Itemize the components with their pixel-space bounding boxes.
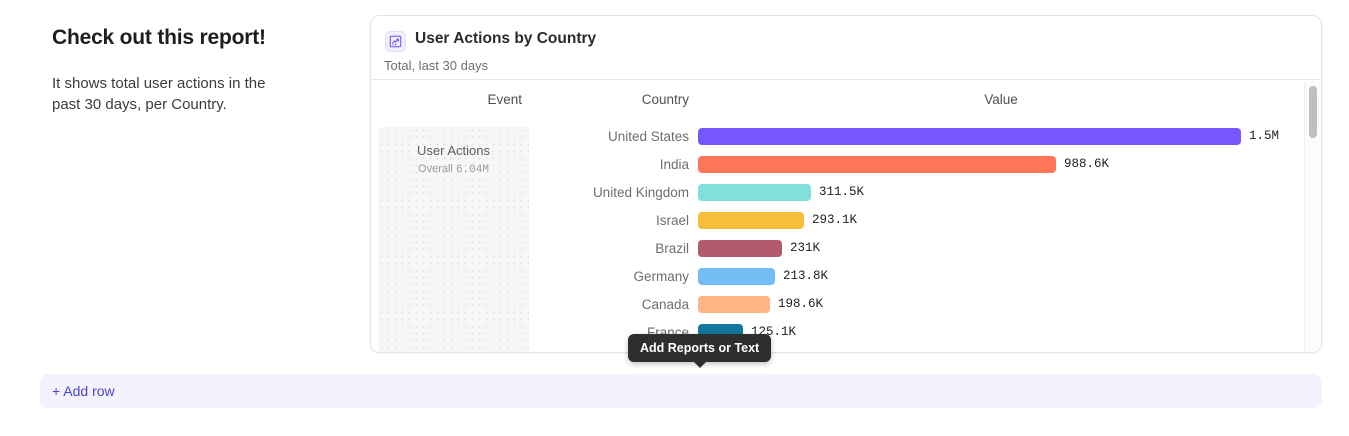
intro-text-block: Check out this report! It shows total us… — [52, 26, 312, 115]
page-title: Check out this report! — [52, 26, 266, 49]
country-label: United States — [607, 128, 689, 144]
bar[interactable] — [698, 183, 811, 201]
column-header-value: Value — [984, 92, 1018, 107]
value-label: 293.1K — [812, 213, 858, 227]
bar-wrap: 231K — [698, 239, 1304, 257]
country-label: United Kingdom — [592, 184, 689, 200]
bar[interactable] — [698, 155, 1056, 173]
bar-wrap: 311.5K — [698, 183, 1304, 201]
report-title[interactable]: User Actions by Country — [415, 30, 597, 47]
column-header-country: Country — [641, 92, 689, 107]
add-row-label: + Add row — [52, 383, 115, 399]
add-row-button[interactable]: + Add row — [40, 374, 1322, 408]
bar-wrap: 198.6K — [698, 295, 1304, 313]
event-overall: Overall 6.04M — [378, 163, 529, 176]
report-card-header: User Actions by Country Total, last 30 d… — [371, 16, 1321, 80]
value-label: 198.6K — [778, 297, 824, 311]
bar-wrap: 213.8K — [698, 267, 1304, 285]
chart-row: Israel 293.1K — [371, 206, 1304, 234]
overall-label: Overall — [418, 163, 453, 175]
overall-value: 6.04M — [455, 164, 489, 176]
value-label: 1.5M — [1249, 129, 1280, 143]
value-label: 311.5K — [819, 185, 865, 199]
bar-chart: Event Country Value User Actions Overall… — [371, 81, 1321, 352]
value-label: 988.6K — [1064, 157, 1110, 171]
chart-row: Canada 198.6K — [371, 290, 1304, 318]
bar-wrap: 293.1K — [698, 211, 1304, 229]
bar-wrap: 1.5M — [698, 127, 1304, 145]
chart-scrollbar[interactable] — [1304, 82, 1320, 351]
chart-row: Germany 213.8K — [371, 262, 1304, 290]
chart-row: France 125.1K — [371, 318, 1304, 346]
event-name: User Actions — [417, 143, 490, 158]
bar-wrap: 988.6K — [698, 155, 1304, 173]
bar[interactable] — [698, 211, 804, 229]
tooltip-arrow-icon — [692, 361, 707, 368]
bar[interactable] — [698, 295, 770, 313]
country-label: Canada — [641, 296, 689, 312]
insights-chart-icon — [385, 31, 406, 52]
column-header-event: Event — [487, 92, 522, 107]
chart-row: India 988.6K — [371, 150, 1304, 178]
bar[interactable] — [698, 267, 775, 285]
chart-row: United Kingdom 311.5K — [371, 178, 1304, 206]
add-reports-tooltip: Add Reports or Text — [628, 334, 772, 368]
value-label: 231K — [790, 241, 821, 255]
value-label: 213.8K — [783, 269, 829, 283]
chart-row: Brazil 231K — [371, 234, 1304, 262]
bar[interactable] — [698, 127, 1241, 145]
bar[interactable] — [698, 239, 782, 257]
tooltip-text: Add Reports or Text — [640, 341, 760, 355]
bar-wrap: 125.1K — [698, 323, 1304, 341]
page-description: It shows total user actions in the past … — [52, 75, 266, 113]
report-card: User Actions by Country Total, last 30 d… — [370, 15, 1322, 353]
chart-row: United States 1.5M — [371, 122, 1304, 150]
scrollbar-thumb[interactable] — [1309, 86, 1317, 138]
country-label: Brazil — [655, 240, 689, 256]
chart-rows: United States 1.5M India 988.6K United Kingd… — [371, 122, 1304, 346]
country-label: Israel — [655, 212, 689, 228]
country-label: India — [659, 156, 689, 172]
event-panel[interactable]: User Actions Overall 6.04M — [378, 127, 529, 352]
country-label: Germany — [633, 268, 689, 284]
report-subtitle: Total, last 30 days — [384, 58, 489, 73]
